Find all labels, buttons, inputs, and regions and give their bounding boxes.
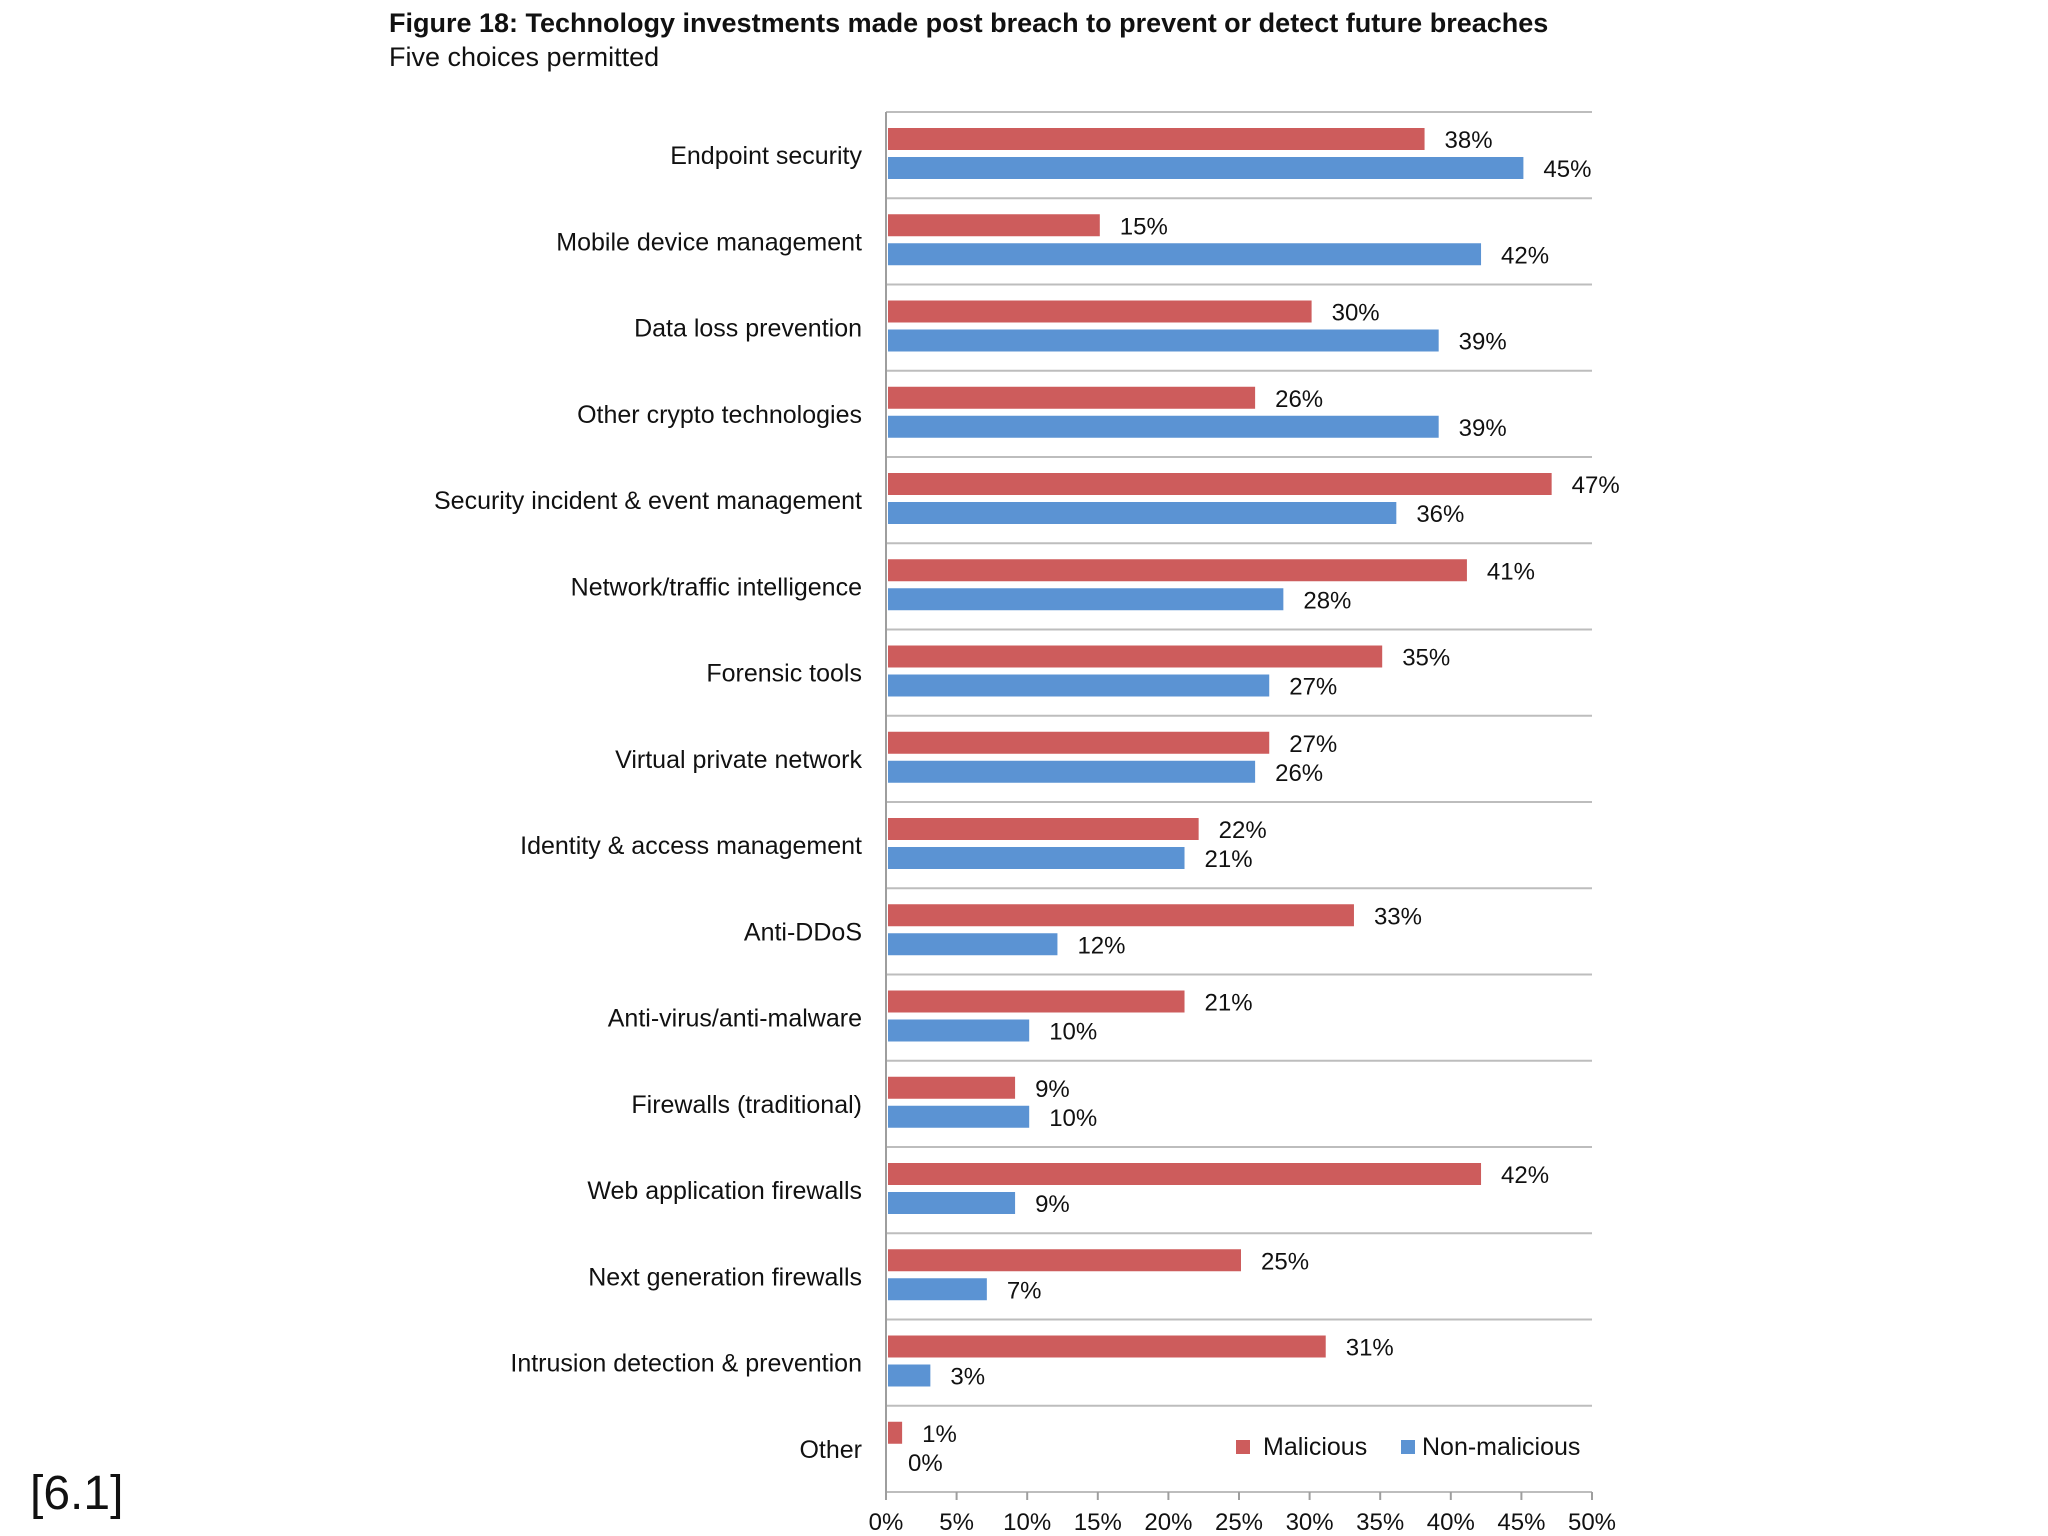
bar-malicious (888, 1421, 903, 1444)
data-label-non-malicious: 36% (1416, 501, 1464, 528)
category-label: Network/traffic intelligence (571, 573, 862, 601)
category-label: Web application firewalls (587, 1177, 862, 1205)
bar-non-malicious (888, 588, 1284, 611)
data-label-malicious: 30% (1332, 300, 1380, 327)
data-label-malicious: 15% (1120, 213, 1168, 240)
bar-malicious (888, 559, 1467, 582)
bar-malicious (888, 818, 1199, 840)
x-tick-label: 5% (939, 1509, 974, 1536)
bar-non-malicious (888, 847, 1185, 869)
data-label-malicious: 47% (1572, 472, 1620, 499)
data-label-malicious: 31% (1346, 1335, 1394, 1362)
category-label: Mobile device management (556, 228, 862, 256)
category-label: Forensic tools (706, 660, 862, 688)
data-label-malicious: 38% (1445, 127, 1493, 154)
bar-malicious (888, 990, 1185, 1013)
bar-non-malicious (888, 1192, 1016, 1214)
data-label-malicious: 35% (1402, 645, 1450, 672)
legend-label-non-malicious: Non-malicious (1422, 1433, 1580, 1461)
data-label-non-malicious: 39% (1459, 415, 1507, 442)
category-label: Security incident & event management (434, 487, 862, 515)
category-label: Identity & access management (520, 832, 862, 860)
data-label-non-malicious: 42% (1501, 242, 1549, 269)
category-label: Other crypto technologies (577, 401, 862, 429)
category-label: Other (799, 1436, 862, 1464)
data-label-malicious: 27% (1289, 731, 1337, 758)
bar-malicious (888, 1076, 1016, 1099)
bar-malicious (888, 645, 1383, 668)
category-label: Anti-virus/anti-malware (608, 1005, 862, 1033)
data-label-malicious: 9% (1035, 1076, 1070, 1103)
x-tick-label: 30% (1286, 1509, 1334, 1536)
data-label-non-malicious: 28% (1303, 587, 1351, 614)
data-label-malicious: 41% (1487, 558, 1535, 585)
category-label: Firewalls (traditional) (631, 1091, 862, 1119)
data-label-non-malicious: 7% (1007, 1277, 1042, 1304)
data-label-non-malicious: 0% (908, 1450, 943, 1477)
bar-malicious (888, 904, 1354, 927)
x-tick-label: 15% (1074, 1509, 1122, 1536)
data-label-non-malicious: 3% (950, 1364, 985, 1391)
bar-malicious (888, 300, 1312, 323)
bar-non-malicious (888, 157, 1524, 179)
bar-non-malicious (888, 243, 1482, 266)
legend-swatch-malicious (1236, 1440, 1250, 1454)
data-label-malicious: 33% (1374, 903, 1422, 930)
data-label-malicious: 42% (1501, 1162, 1549, 1189)
legend-swatch-non-malicious (1401, 1440, 1415, 1454)
bar-malicious (888, 386, 1256, 409)
data-label-non-malicious: 10% (1049, 1019, 1097, 1046)
data-label-non-malicious: 27% (1289, 674, 1337, 701)
x-tick-label: 25% (1215, 1509, 1263, 1536)
chart-subtitle: Five choices permitted (389, 42, 660, 72)
bar-malicious (888, 214, 1100, 237)
bar-non-malicious (888, 329, 1439, 352)
bar-malicious (888, 1163, 1482, 1185)
bar-malicious (888, 731, 1270, 754)
data-label-non-malicious: 10% (1049, 1105, 1097, 1132)
data-label-malicious: 25% (1261, 1248, 1309, 1275)
x-tick-label: 10% (1003, 1509, 1051, 1536)
data-label-non-malicious: 9% (1035, 1191, 1070, 1218)
x-tick-label: 20% (1144, 1509, 1192, 1536)
category-label: Next generation firewalls (588, 1263, 862, 1291)
bar-non-malicious (888, 760, 1256, 783)
bar-malicious (888, 1335, 1326, 1358)
chart-title: Figure 18: Technology investments made p… (389, 8, 1549, 38)
data-label-malicious: 22% (1219, 817, 1267, 844)
category-label: Endpoint security (670, 142, 862, 170)
bar-non-malicious (888, 502, 1397, 524)
bar-non-malicious (888, 1105, 1030, 1128)
data-label-non-malicious: 39% (1459, 329, 1507, 356)
legend-label-malicious: Malicious (1263, 1433, 1367, 1461)
category-label: Anti-DDoS (744, 918, 862, 946)
data-label-malicious: 26% (1275, 386, 1323, 413)
category-label: Virtual private network (615, 746, 862, 774)
data-label-malicious: 1% (922, 1421, 957, 1448)
x-tick-label: 0% (869, 1509, 904, 1536)
data-label-malicious: 21% (1205, 990, 1253, 1017)
bar-non-malicious (888, 674, 1270, 697)
bar-malicious (888, 473, 1552, 495)
bar-non-malicious (888, 933, 1058, 956)
bar-malicious (888, 1249, 1241, 1272)
data-label-non-malicious: 26% (1275, 760, 1323, 787)
x-tick-label: 40% (1427, 1509, 1475, 1536)
data-label-non-malicious: 12% (1077, 932, 1125, 959)
bar-malicious (888, 128, 1425, 150)
slide-reference: [6.1] (30, 1467, 124, 1520)
data-label-non-malicious: 21% (1205, 846, 1253, 873)
bar-non-malicious (888, 1364, 931, 1387)
category-label: Data loss prevention (634, 315, 862, 343)
bar-non-malicious (888, 1278, 987, 1301)
bar-non-malicious (888, 1019, 1030, 1042)
x-tick-label: 35% (1356, 1509, 1404, 1536)
bar-non-malicious (888, 415, 1439, 438)
x-tick-label: 50% (1568, 1509, 1616, 1536)
x-tick-label: 45% (1497, 1509, 1545, 1536)
category-label: Intrusion detection & prevention (510, 1350, 862, 1378)
data-label-non-malicious: 45% (1543, 156, 1591, 183)
